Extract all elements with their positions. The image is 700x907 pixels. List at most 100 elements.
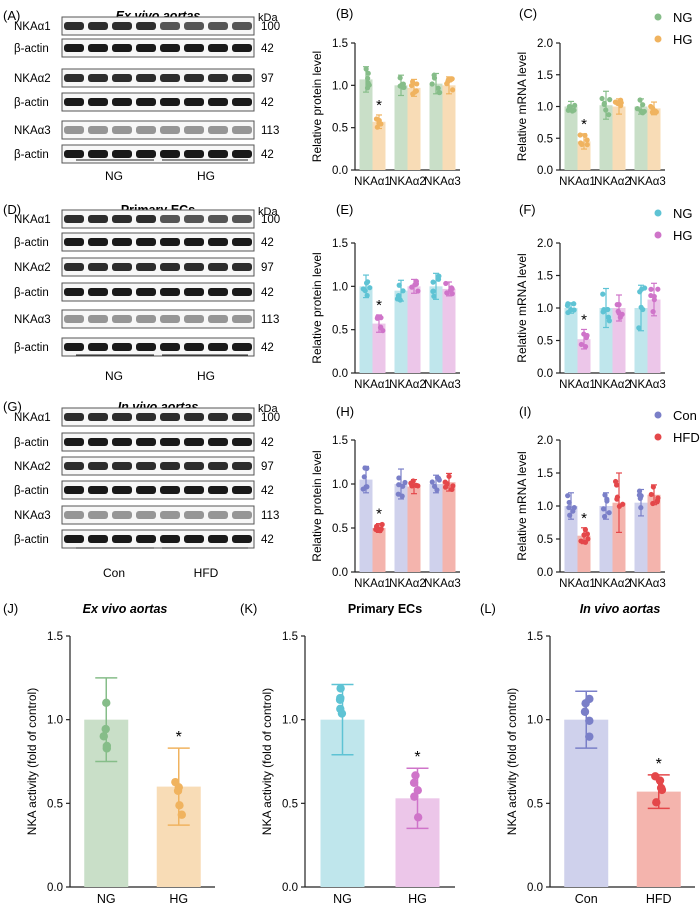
data-point [379, 521, 385, 528]
data-point [640, 102, 646, 108]
x-tick-label: NKAα2 [594, 176, 631, 188]
blot-band [64, 263, 84, 271]
data-point [648, 491, 654, 498]
data-point [578, 538, 584, 544]
blot-band [64, 215, 84, 223]
blot-kda-value: 97 [261, 262, 274, 274]
blot-band [232, 462, 252, 470]
bar [564, 308, 578, 373]
legend-label: HFD [673, 430, 700, 445]
data-point [584, 531, 590, 537]
y-tick-label: 2.0 [537, 238, 553, 250]
x-tick-label: HG [169, 892, 188, 906]
blot-band [160, 438, 180, 446]
y-tick-label: 0.5 [537, 534, 553, 546]
blot-band [208, 343, 228, 351]
blot-band [64, 74, 84, 82]
blot-band [184, 98, 204, 106]
blot-band [184, 511, 204, 519]
y-tick-label: 1.0 [282, 715, 298, 727]
blot-membrane [61, 337, 255, 357]
blot-band [232, 315, 252, 323]
y-tick-label: 0.5 [537, 336, 553, 348]
data-point [571, 301, 577, 307]
data-point [173, 786, 183, 795]
data-point [605, 306, 611, 313]
x-tick-label: NKAα1 [354, 578, 391, 590]
blot-band [136, 343, 156, 351]
y-tick-label: 1.5 [537, 70, 553, 82]
blot-band [160, 413, 180, 421]
data-point [579, 141, 585, 148]
x-tick-label: NKAα2 [389, 176, 426, 188]
blot-band [88, 74, 108, 82]
x-tick-label: NKAα1 [559, 578, 596, 590]
blot-band [208, 535, 228, 543]
blot-band [112, 315, 132, 323]
blot-band [232, 343, 252, 351]
y-axis-label: NKA activity (fold of control) [260, 688, 274, 835]
blot-membrane [61, 257, 255, 277]
bar [634, 106, 648, 170]
blot-band [184, 74, 204, 82]
blot-band [184, 238, 204, 246]
data-point [650, 309, 656, 315]
blot-band [112, 511, 132, 519]
blot-band [160, 215, 180, 223]
significance-star: * [581, 116, 587, 133]
x-tick-label: NG [97, 892, 116, 906]
legend-marker [654, 35, 662, 43]
data-point [409, 284, 415, 290]
panel-label: (D) [3, 202, 21, 217]
blot-band [232, 74, 252, 82]
data-point [600, 291, 606, 297]
data-point [584, 142, 590, 148]
data-point [442, 484, 449, 490]
data-point [364, 85, 371, 91]
data-point [585, 694, 594, 704]
data-point [436, 89, 442, 96]
bar [612, 106, 626, 170]
panel-label: (K) [240, 601, 257, 616]
data-point [444, 290, 450, 296]
blot-kda-value: 113 [261, 125, 279, 137]
y-axis-label: Relative mRNA level [515, 52, 529, 161]
blot-band [64, 438, 84, 446]
blot-row-label: NKAα1 [14, 214, 51, 226]
data-point [650, 109, 657, 115]
blot-band [112, 126, 132, 134]
data-point [413, 281, 420, 287]
blot-band [64, 150, 84, 158]
bar [372, 121, 386, 170]
bar [442, 482, 456, 572]
blot-membrane [61, 505, 255, 525]
data-point [177, 810, 186, 819]
blot-band [112, 263, 132, 271]
data-point [448, 77, 454, 83]
blot-band [112, 98, 132, 106]
blot-membrane [61, 68, 255, 88]
x-tick-label: NKAα3 [629, 578, 666, 590]
blot-band [64, 413, 84, 421]
bar [407, 87, 421, 170]
blot-band [208, 238, 228, 246]
blot-band [232, 535, 252, 543]
blot-band [136, 150, 156, 158]
blot-band [136, 413, 156, 421]
y-tick-label: 0.5 [527, 798, 543, 810]
data-point [336, 684, 345, 693]
panel-label: (J) [3, 601, 18, 616]
blot-band [184, 413, 204, 421]
significance-star: * [656, 756, 662, 773]
data-point [397, 75, 403, 81]
data-point [411, 771, 420, 780]
y-tick-label: 1.5 [537, 468, 553, 480]
legend-label: HG [673, 228, 693, 243]
data-point [604, 496, 610, 502]
y-tick-label: 0.0 [537, 368, 553, 380]
blot-membrane [61, 92, 255, 112]
data-point [395, 491, 401, 497]
y-tick-label: 0.0 [537, 567, 553, 579]
blot-band [208, 315, 228, 323]
data-point [409, 778, 419, 787]
